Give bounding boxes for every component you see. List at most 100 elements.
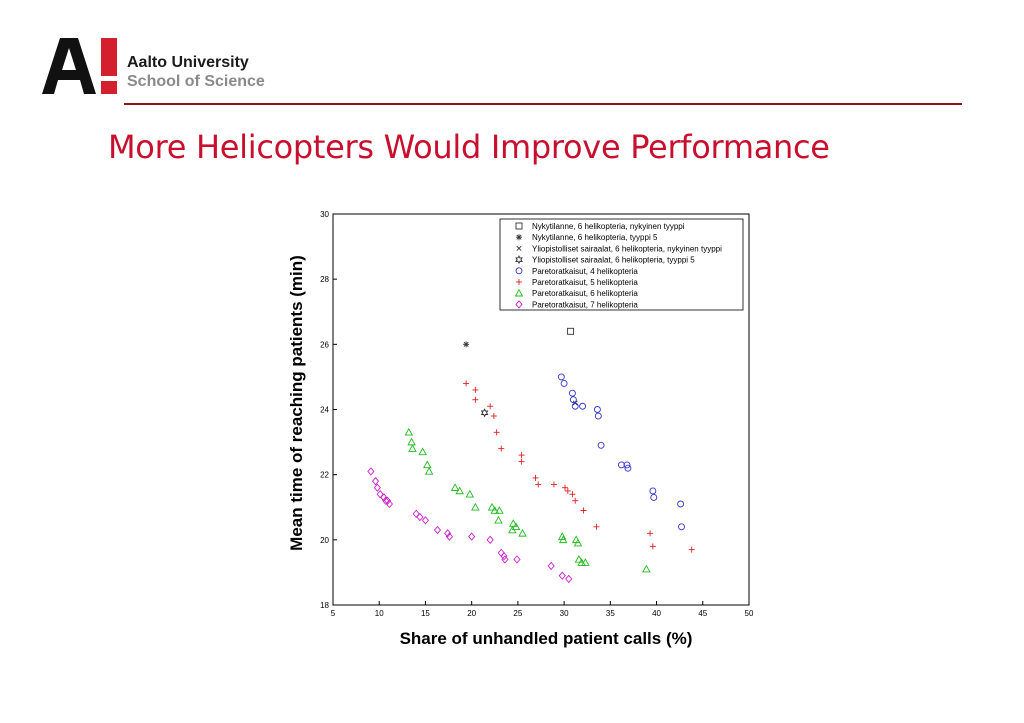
data-point-diamond [382,496,390,505]
data-point-triangle [455,486,464,495]
legend-entry-label: Nykytilanne, 6 helikopteria, tyyppi 5 [532,233,658,242]
data-point-plus [580,507,587,514]
data-point-circle [594,412,602,420]
x-tick-label: 35 [606,609,615,618]
data-point-triangle [495,506,504,514]
data-point-star [463,341,470,348]
data-point-triangle [557,532,567,540]
data-point-triangle [424,466,434,475]
series-diamond [367,467,573,584]
data-point-triangle [581,558,590,566]
legend-entry-label: Paretoratkaisut, 5 helikopteria [532,278,638,287]
data-point-diamond [371,476,380,486]
x-tick-label: 10 [375,609,384,618]
data-point-circle [677,500,685,508]
data-point-circle [571,402,579,410]
series-square [567,327,575,335]
data-point-triangle [418,447,427,456]
data-point-triangle [471,502,480,511]
y-axis-label: Mean time of reaching patients (min) [287,255,306,551]
data-point-circle [569,396,577,404]
data-point-plus [564,487,571,494]
y-tick-label: 24 [320,406,329,415]
legend-marker-star [516,234,522,241]
data-point-diamond [565,574,573,584]
data-point-plus [688,546,695,553]
aalto-a-exclamation-logo-icon [42,38,117,94]
data-point-circle [650,494,658,501]
data-point-diamond [445,532,454,541]
x-tick-label: 30 [560,609,569,618]
data-point-square [567,327,575,335]
data-point-plus [493,429,500,436]
logo-school-name: School of Science [127,73,265,90]
data-point-triangle [511,522,521,531]
data-point-diamond [373,483,381,492]
legend-marker-plus [516,279,522,285]
legend-marker-circle [515,267,523,275]
legend-entry-label: Nykytilanne, 6 helikopteria, nykyinen ty… [532,222,685,231]
legend-marker-x [516,245,522,251]
data-point-triangle [494,515,503,524]
data-point-plus [532,474,539,481]
data-point-circle [623,461,631,469]
data-point-plus [649,543,656,550]
data-point-triangle [490,506,500,514]
data-point-triangle [407,437,416,446]
data-point-plus [472,396,479,403]
data-point-diamond [486,535,494,545]
data-point-circle [568,389,576,397]
y-tick-label: 28 [320,275,329,284]
data-point-triangle [558,535,568,544]
data-point-hexagram [480,408,489,418]
y-tick-label: 18 [320,601,329,610]
data-point-circle [579,402,587,410]
data-point-triangle [642,564,651,573]
data-point-plus [593,523,600,530]
data-point-circle [678,523,685,531]
data-point-diamond [385,499,393,509]
data-point-circle [597,441,605,449]
legend-box [499,218,744,311]
data-point-triangle [450,483,460,491]
data-point-plus [562,484,569,491]
x-tick-label: 5 [331,609,336,618]
data-point-diamond [500,551,508,561]
x-axis-label: Share of unhandled patient calls (%) [400,629,693,648]
data-point-diamond [513,555,521,564]
data-point-circle [649,487,657,495]
data-point-circle [617,461,625,469]
slide-title: More Helicopters Would Improve Performan… [108,128,830,166]
data-point-diamond [367,467,375,476]
data-point-diamond [421,516,430,525]
legend-entry-label: Yliopistolliset sairaalat, 6 helikopteri… [532,244,722,253]
data-marks [367,327,695,584]
data-point-plus [535,481,542,488]
data-point-triangle [408,444,417,452]
y-tick-label: 20 [320,536,329,545]
data-point-plus [472,386,479,393]
data-point-circle [624,464,632,472]
data-point-diamond [433,525,442,535]
data-point-diamond [416,512,424,522]
legend-entry-label: Paretoratkaisut, 4 helikopteria [532,267,638,276]
data-point-plus [569,491,576,498]
data-point-diamond [383,496,392,505]
data-point-plus [498,445,505,452]
x-tick-label: 15 [421,609,430,618]
logo-university-name: Aalto University [127,54,249,71]
series-hexagram [480,408,489,418]
legend-entry-label: Paretoratkaisut, 7 helikopteria [532,300,638,309]
data-point-circle [557,373,565,381]
legend: Nykytilanne, 6 helikopteria, nykyinen ty… [499,218,744,311]
data-point-plus [550,481,557,488]
legend-marker-hexagram [515,255,523,265]
data-point-diamond [468,532,476,541]
x-tick-label: 40 [652,609,661,618]
legend-entry-label: Yliopistolliset sairaalat, 6 helikopteri… [532,256,695,265]
data-point-triangle [404,427,414,436]
data-point-triangle [487,502,497,511]
x-tick-label: 20 [467,609,476,618]
data-point-diamond [547,561,555,571]
